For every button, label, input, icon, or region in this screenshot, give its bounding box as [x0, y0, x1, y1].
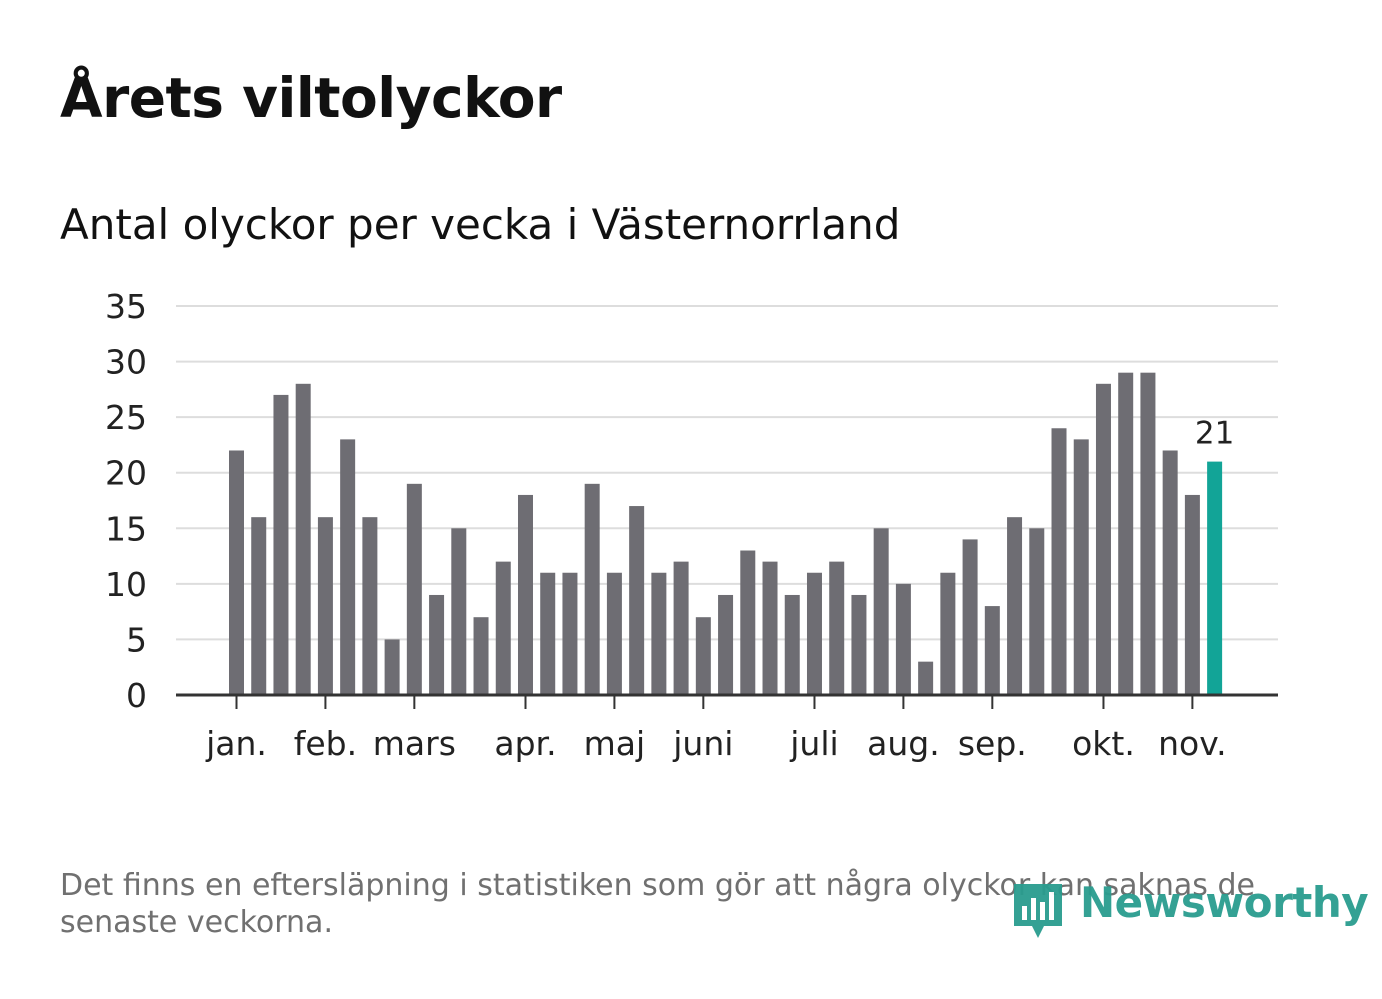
- bar: [495, 561, 511, 695]
- bar: [517, 494, 533, 695]
- bar: [651, 572, 667, 695]
- y-tick-label: 5: [126, 620, 147, 659]
- newsworthy-logo-text: Newsworthy: [1080, 878, 1369, 927]
- bar-highlight: [1207, 461, 1223, 695]
- chart-subtitle: Antal olyckor per vecka i Västernorrland: [60, 200, 901, 249]
- bar: [762, 561, 778, 695]
- bar: [451, 528, 467, 695]
- x-tick-label: feb.: [294, 724, 357, 763]
- bar: [718, 594, 734, 695]
- bar: [895, 583, 911, 695]
- bar: [562, 572, 578, 695]
- bar: [984, 606, 1000, 695]
- data-label: 21: [1195, 416, 1234, 452]
- bar: [1073, 439, 1089, 695]
- bar: [1140, 372, 1156, 695]
- bar: [1118, 372, 1134, 695]
- bar: [273, 394, 289, 695]
- x-tick-label: sep.: [958, 724, 1027, 763]
- bar: [229, 450, 244, 695]
- bar: [251, 517, 267, 695]
- bar: [829, 561, 845, 695]
- bar: [473, 617, 489, 695]
- bar: [1007, 517, 1023, 695]
- bar: [695, 617, 711, 695]
- bar: [784, 594, 800, 695]
- bar: [1162, 450, 1178, 695]
- bar: [584, 483, 600, 695]
- bar: [362, 517, 378, 695]
- bar: [918, 661, 934, 695]
- bar: [740, 550, 756, 695]
- bar: [673, 561, 689, 695]
- x-tick-label: apr.: [494, 724, 556, 763]
- x-tick-label: nov.: [1158, 724, 1227, 763]
- x-tick-label: aug.: [867, 724, 940, 763]
- x-tick-label: juli: [789, 724, 838, 763]
- x-tick-label: mars: [373, 724, 456, 763]
- y-tick-label: 0: [126, 676, 147, 715]
- y-tick-label: 10: [105, 565, 147, 604]
- x-tick-label: maj: [584, 724, 646, 763]
- bar: [317, 517, 333, 695]
- y-tick-label: 35: [105, 287, 147, 326]
- newsworthy-logo: Newsworthy: [1010, 876, 1369, 946]
- bar: [1051, 428, 1067, 695]
- y-axis-ticks: 0 5 10 15 20 25 30 35: [105, 287, 147, 715]
- data-labels: 21: [1195, 416, 1234, 452]
- x-tick-label: juni: [672, 724, 733, 763]
- x-axis-ticks: jan. feb. mars apr. maj juni juli aug. sep. okt. n…: [205, 695, 1227, 763]
- y-tick-label: 30: [105, 343, 147, 382]
- bar: [806, 572, 822, 695]
- bar: [340, 439, 356, 695]
- bar: [295, 383, 311, 695]
- bar: [384, 639, 400, 695]
- bar: [406, 483, 422, 695]
- gridlines: [176, 305, 1278, 641]
- bar: [1029, 528, 1045, 695]
- bars: [229, 372, 1223, 695]
- bar: [606, 572, 622, 695]
- bar: [1095, 383, 1111, 695]
- chart-title: Årets viltolyckor: [60, 66, 562, 130]
- bar-chart: 0 5 10 15 20 25 30 35 jan. feb. mars apr. maj juni ju…: [105, 287, 1278, 763]
- bar: [429, 594, 445, 695]
- bar: [629, 506, 645, 695]
- y-tick-label: 15: [105, 509, 147, 548]
- bar: [851, 594, 867, 695]
- bar: [540, 572, 556, 695]
- bar: [873, 528, 889, 695]
- y-tick-label: 25: [105, 398, 147, 437]
- y-tick-label: 20: [105, 454, 147, 493]
- bar: [940, 572, 956, 695]
- newsworthy-logo-icon: [1014, 884, 1062, 938]
- x-tick-label: okt.: [1072, 724, 1135, 763]
- x-tick-label: jan.: [205, 724, 267, 763]
- bar: [1184, 494, 1200, 695]
- bar: [962, 539, 978, 695]
